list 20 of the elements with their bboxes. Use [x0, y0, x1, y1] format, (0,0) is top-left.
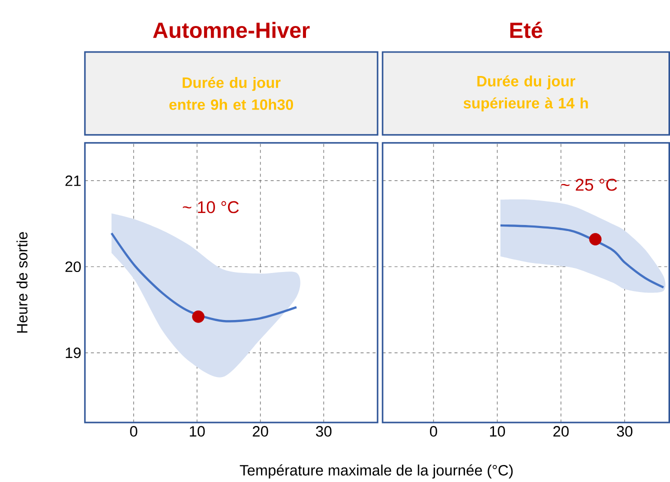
x-tick-label: 10	[490, 426, 505, 436]
x-tick-label: 10	[190, 426, 205, 436]
x-tick-label: 30	[616, 426, 632, 436]
chart-subtitle: Durée du jour supérieure à 14 h	[464, 75, 588, 112]
y-tick-label: 19	[66, 347, 81, 358]
x-tick-label: 0	[130, 426, 138, 436]
chart-subtitle: Durée du jour entre 9h et 10h30	[169, 76, 294, 110]
x-tick-label: 0	[430, 426, 438, 436]
y-axis-title: Heure de sortie	[16, 232, 28, 332]
y-tick-label: 20	[65, 261, 81, 272]
annotation: ~ 10 °C	[182, 200, 239, 213]
x-tick-label: 20	[553, 426, 569, 436]
chart-title: Automne-Hiver	[153, 22, 310, 38]
y-tick-label: 21	[65, 175, 81, 186]
annotation: ~ 25 °C	[561, 178, 617, 191]
chart-title: Eté	[510, 22, 542, 38]
line-series	[110, 232, 298, 322]
x-tick-label: 30	[316, 426, 332, 436]
x-tick-label: 20	[252, 426, 268, 436]
x-axis-title: Température maximale de la journée (°C)	[240, 464, 513, 478]
